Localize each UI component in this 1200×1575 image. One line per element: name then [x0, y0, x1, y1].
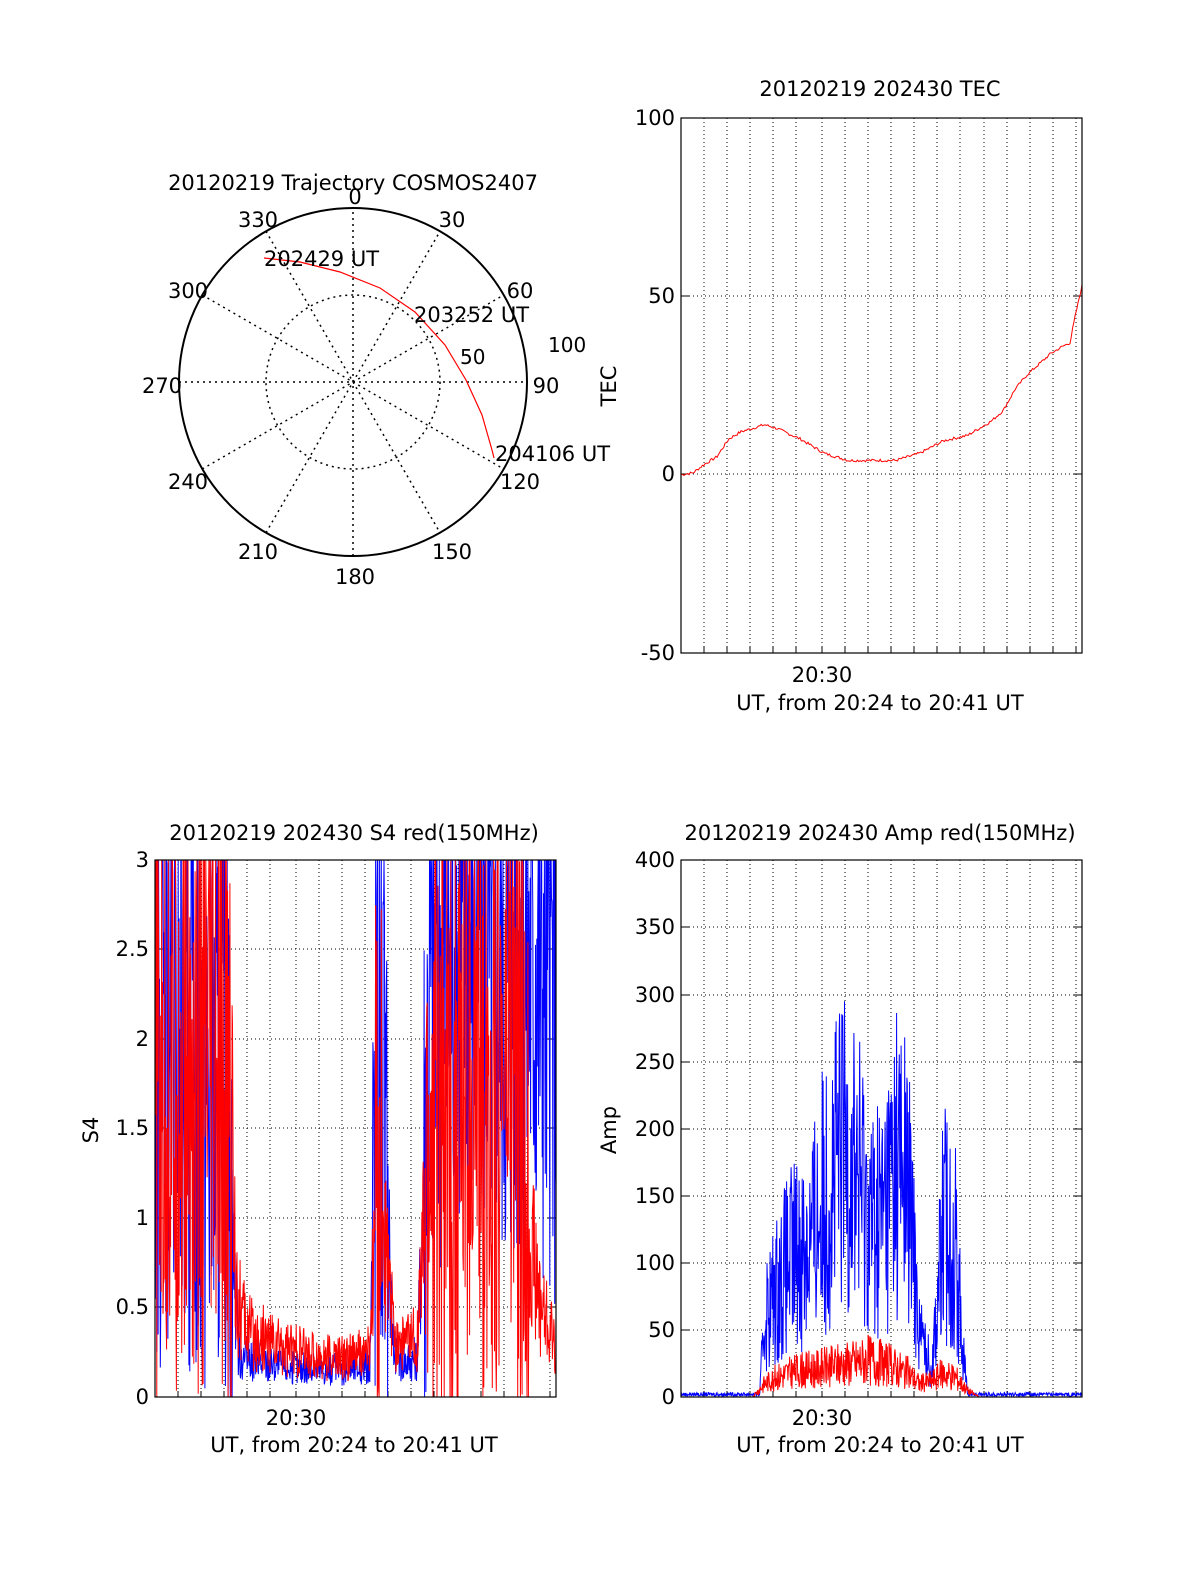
tec-ytick-label-0: -50 [641, 641, 675, 665]
polar-azimuth-label-240: 240 [168, 470, 208, 494]
amp-ytick-label-3: 150 [635, 1184, 675, 1208]
s4-frame [154, 859, 557, 1398]
polar-azimuth-labels: 0 30 60 90 120 150 180 210 240 270 300 330 [142, 185, 559, 589]
s4-ylabel: S4 [79, 1117, 103, 1144]
polar-azimuth-label-270: 270 [142, 374, 182, 398]
polar-azimuth-label-300: 300 [168, 279, 208, 303]
tec-xlabel: UT, from 20:24 to 20:41 UT [736, 691, 1024, 715]
amp-ytick-label-1: 50 [648, 1318, 675, 1342]
polar-azimuth-label-150: 150 [432, 540, 472, 564]
polar-grid [179, 208, 527, 556]
s4-title: 20120219 202430 S4 red(150MHz) [169, 821, 539, 845]
polar-azimuth-label-90: 90 [533, 374, 560, 398]
polar-radial-label-50: 50 [460, 345, 485, 369]
polar-azimuth-label-330: 330 [238, 208, 278, 232]
tec-ytick-label-3: 100 [635, 106, 675, 130]
amp-ytick-label-4: 200 [635, 1117, 675, 1141]
amp-ytick-label-8: 400 [635, 848, 675, 872]
tec-title: 20120219 202430 TEC [759, 77, 1000, 101]
tec-xtick-label: 20:30 [792, 663, 853, 687]
s4-ytick-label-5: 2.5 [116, 937, 149, 961]
tec-grid [681, 118, 1082, 653]
polar-plot: 20120219 Trajectory COSMOS2407 0 30 60 90 12… [142, 171, 610, 589]
amp-ytick-label-0: 0 [662, 1385, 675, 1409]
track-end-label: 204106 UT [495, 442, 610, 466]
s4-ytick-label-6: 3 [136, 848, 149, 872]
s4-ytick-label-3: 1.5 [116, 1116, 149, 1140]
tec-ytick-label-1: 0 [662, 462, 675, 486]
s4-xtick-label: 20:30 [266, 1406, 327, 1430]
polar-azimuth-label-180: 180 [335, 565, 375, 589]
tec-series-red [681, 284, 1082, 476]
amp-chart: 20120219 202430 Amp red(150MHz) Amp 20:3… [597, 821, 1083, 1457]
satellite-track [263, 257, 495, 459]
s4-xlabel: UT, from 20:24 to 20:41 UT [210, 1433, 498, 1457]
polar-azimuth-label-120: 120 [500, 470, 540, 494]
amp-frame [680, 859, 1083, 1398]
polar-radial-label-100: 100 [548, 333, 586, 357]
tec-chart: 20120219 202430 TEC TEC 20:30 UT, from 2… [597, 77, 1083, 715]
amp-series-blue [681, 1001, 1082, 1397]
track-start-label: 202429 UT [264, 247, 379, 271]
amp-title: 20120219 202430 Amp red(150MHz) [684, 821, 1075, 845]
polar-azimuth-label-0: 0 [348, 185, 361, 209]
s4-ytick-label-0: 0 [136, 1385, 149, 1409]
polar-azimuth-label-60: 60 [507, 279, 534, 303]
track-mid-label: 203252 UT [414, 303, 529, 327]
amp-ytick-label-5: 250 [635, 1050, 675, 1074]
s4-ytick-label-2: 1 [136, 1206, 149, 1230]
polar-grid-circle-50 [265, 294, 441, 470]
amp-ytick-label-6: 300 [635, 983, 675, 1007]
amp-ytick-label-7: 350 [635, 915, 675, 939]
polar-title: 20120219 Trajectory COSMOS2407 [168, 171, 538, 195]
tec-frame [680, 117, 1083, 654]
s4-series-red [155, 860, 556, 1397]
amp-series-red [681, 1334, 1082, 1397]
amp-ytick-label-2: 100 [635, 1251, 675, 1275]
s4-ytick-label-4: 2 [136, 1027, 149, 1051]
tec-ylabel: TEC [597, 366, 621, 408]
amp-grid [681, 860, 1082, 1397]
amp-xtick-label: 20:30 [792, 1406, 853, 1430]
polar-spoke-150 [265, 230, 441, 534]
amp-xlabel: UT, from 20:24 to 20:41 UT [736, 1433, 1024, 1457]
polar-azimuth-label-210: 210 [238, 540, 278, 564]
s4-ytick-label-1: 0.5 [116, 1295, 149, 1319]
s4-chart: 20120219 202430 S4 red(150MHz) S4 20:30 … [79, 821, 557, 1457]
tec-ytick-label-2: 50 [648, 284, 675, 308]
polar-azimuth-label-30: 30 [439, 208, 466, 232]
polar-outer-circle [178, 207, 528, 557]
amp-ylabel: Amp [597, 1106, 621, 1154]
